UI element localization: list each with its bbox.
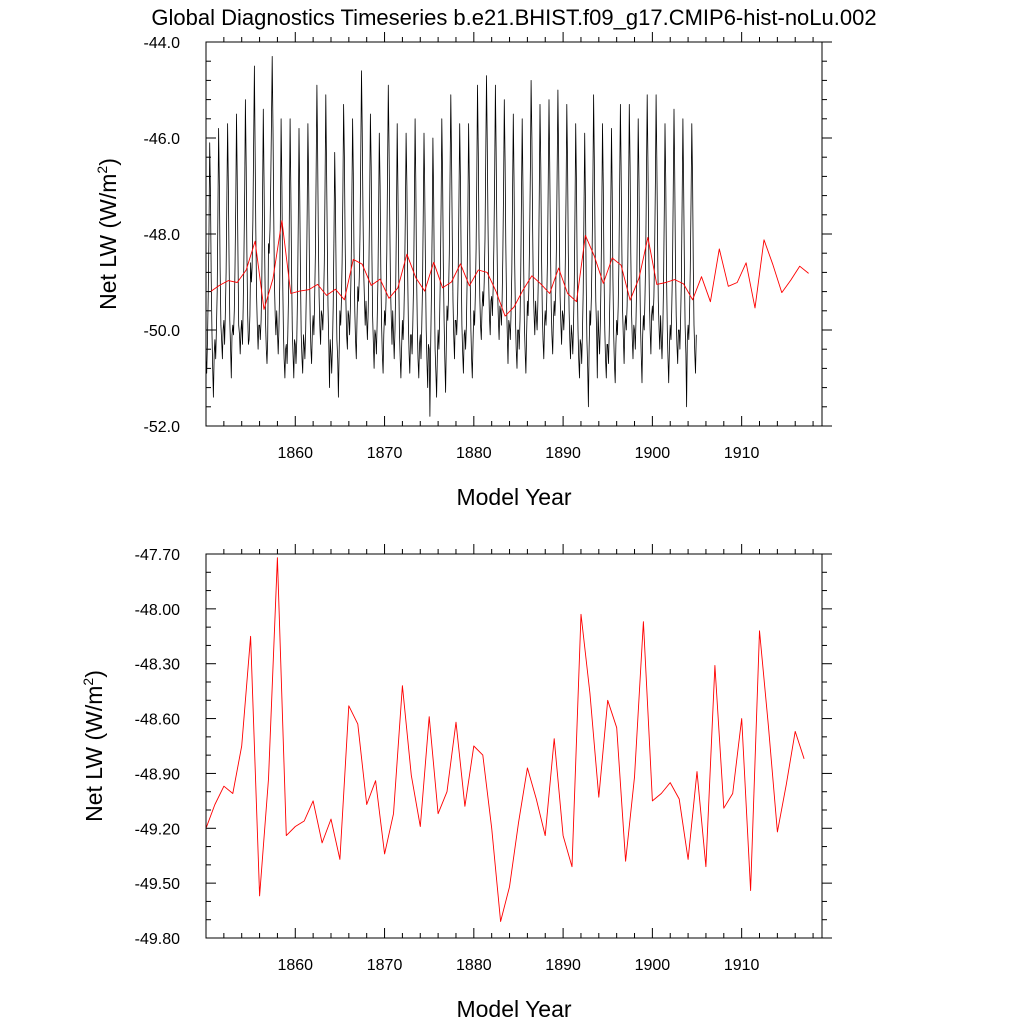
- bottom-y-axis-label-close: ): [81, 670, 107, 678]
- top-y-axis-label-sup: 2: [94, 166, 110, 174]
- bottom-x-axis-label: Model Year: [456, 996, 571, 1022]
- bottom-y-tick-label: -49.20: [135, 821, 180, 838]
- bottom-y-tick-label: -48.60: [135, 712, 180, 729]
- top-x-tick-label: 1910: [724, 445, 760, 462]
- top-y-tick-label: -44.0: [144, 35, 181, 52]
- chart-title: Global Diagnostics Timeseries b.e21.BHIS…: [151, 5, 876, 30]
- top-y-axis-label-close: ): [95, 158, 121, 166]
- bottom-y-axis-label-main: Net LW (W/m: [81, 686, 107, 822]
- top-y-tick-label: -48.0: [144, 227, 181, 244]
- top-x-axis-label: Model Year: [456, 484, 571, 510]
- bottom-x-tick-label: 1860: [277, 957, 313, 974]
- bottom-y-axis-label-sup: 2: [80, 678, 96, 686]
- top-y-tick-label: -46.0: [144, 131, 181, 148]
- bottom-y-tick-label: -49.50: [135, 876, 180, 893]
- top-y-axis-label: Net LW (W/m2): [94, 158, 121, 310]
- top-x-tick-label: 1900: [635, 445, 671, 462]
- bottom-y-tick-label: -48.30: [135, 657, 180, 674]
- top-series-monthly-line: [205, 56, 697, 417]
- top-series-annual-mean-line: [210, 220, 809, 317]
- top-x-tick-label: 1880: [456, 445, 492, 462]
- top-x-tick-label: 1860: [277, 445, 313, 462]
- bottom-y-tick-label: -47.70: [135, 547, 180, 564]
- bottom-x-tick-label: 1910: [724, 957, 760, 974]
- bottom-y-tick-label: -48.00: [135, 602, 180, 619]
- top-x-tick-label: 1890: [545, 445, 581, 462]
- top-panel: Model Year Net LW (W/m2) 1860 1870 1880 189…: [94, 32, 832, 510]
- bottom-x-tick-label: 1890: [545, 957, 581, 974]
- bottom-x-tick-label: 1900: [635, 957, 671, 974]
- top-y-axis-label-main: Net LW (W/m: [95, 174, 121, 310]
- top-y-tick-label: -52.0: [144, 419, 181, 436]
- bottom-y-tick-label: -49.80: [135, 931, 180, 948]
- top-x-tick-label: 1870: [367, 445, 403, 462]
- bottom-series-annual-mean-line: [205, 557, 805, 922]
- bottom-x-tick-label: 1870: [367, 957, 403, 974]
- bottom-panel: Model Year Net LW (W/m2) 1860 1870 1880 189…: [80, 544, 832, 1022]
- bottom-y-axis-label: Net LW (W/m2): [80, 670, 107, 822]
- bottom-y-tick-label: -48.90: [135, 766, 180, 783]
- bottom-plot-frame: [205, 553, 823, 939]
- bottom-x-tick-label: 1880: [456, 957, 492, 974]
- top-y-tick-label: -50.0: [144, 323, 181, 340]
